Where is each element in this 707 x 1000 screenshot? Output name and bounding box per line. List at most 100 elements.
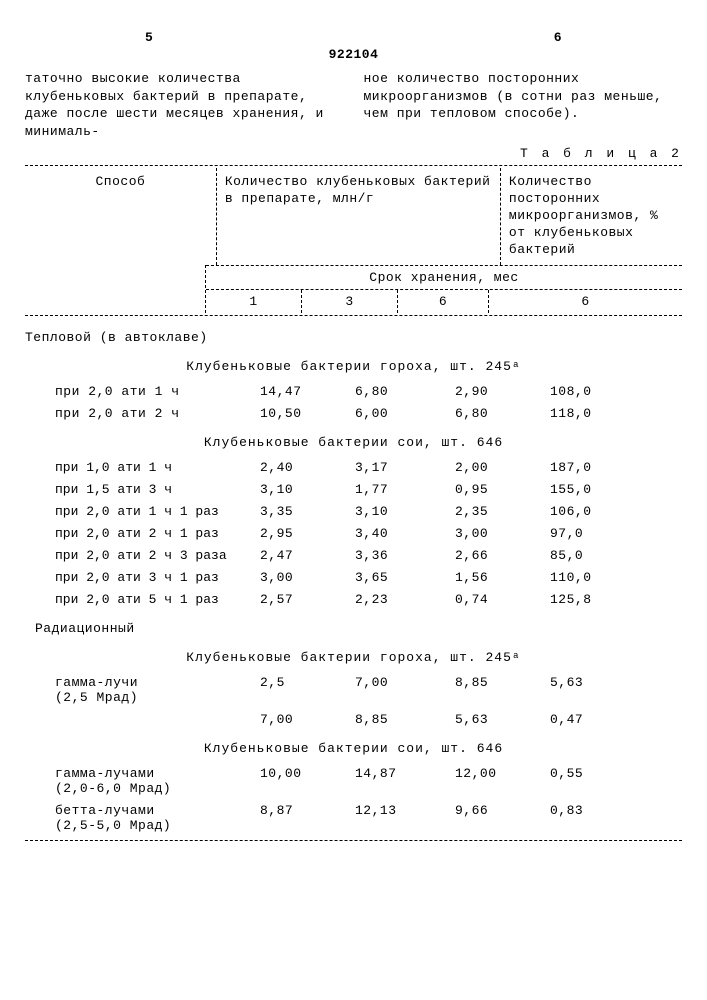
table-header-row: Способ Количество клубеньковых бактерий …: [25, 168, 682, 264]
cell: 3,40: [355, 526, 455, 541]
cell: 2,66: [455, 548, 550, 563]
cell: 3,65: [355, 570, 455, 585]
row-label: при 2,0 ати 3 ч 1 раз: [25, 570, 260, 585]
cell: 155,0: [550, 482, 650, 497]
cell: 3,17: [355, 460, 455, 475]
table-row: при 2,0 ати 2 ч10,506,006,80118,0: [25, 406, 682, 421]
month-3: 3: [301, 290, 397, 313]
months-row: 1 3 6 6: [206, 290, 682, 313]
header-storage: Срок хранения, мес: [206, 266, 682, 289]
cell: 8,87: [260, 803, 355, 833]
table-row: при 1,5 ати 3 ч3,101,770,95155,0: [25, 482, 682, 497]
cell: 3,00: [260, 570, 355, 585]
table-row: при 2,0 ати 1 ч14,476,802,90108,0: [25, 384, 682, 399]
cell: 6,80: [355, 384, 455, 399]
row-label: при 1,5 ати 3 ч: [25, 482, 260, 497]
cell: 5,63: [455, 712, 550, 727]
row-label: бетта-лучами (2,5-5,0 Мрад): [25, 803, 260, 833]
cell: 0,55: [550, 766, 650, 796]
cell: 1,77: [355, 482, 455, 497]
cell: 0,83: [550, 803, 650, 833]
cell: 10,00: [260, 766, 355, 796]
intro-left: таточно высокие количества клубеньковых …: [25, 70, 344, 140]
header-count: Количество клубеньковых бактерий в препа…: [216, 168, 500, 264]
cell: 97,0: [550, 526, 650, 541]
cell: 2,47: [260, 548, 355, 563]
row-label: при 2,0 ати 5 ч 1 раз: [25, 592, 260, 607]
cell: 108,0: [550, 384, 650, 399]
table-row: при 2,0 ати 2 ч 3 раза2,473,362,6685,0: [25, 548, 682, 563]
strain-pea-rad: Клубеньковые бактерии гороха, шт. 245ᵃ: [25, 650, 682, 665]
table-row: при 2,0 ати 2 ч 1 раз2,953,403,0097,0: [25, 526, 682, 541]
row-label: при 2,0 ати 1 ч: [25, 384, 260, 399]
cell: 118,0: [550, 406, 650, 421]
table-row: при 2,0 ати 3 ч 1 раз3,003,651,56110,0: [25, 570, 682, 585]
table-row: при 2,0 ати 1 ч 1 раз3,353,102,35106,0: [25, 504, 682, 519]
header-foreign: Количество посторонних микроорганизмов, …: [500, 168, 682, 264]
page-num-right: 6: [554, 30, 562, 45]
cell: 8,85: [355, 712, 455, 727]
table-row: при 1,0 ати 1 ч2,403,172,00187,0: [25, 460, 682, 475]
row-label: гамма-лучами (2,0-6,0 Мрад): [25, 766, 260, 796]
row-label: при 2,0 ати 1 ч 1 раз: [25, 504, 260, 519]
cell: 9,66: [455, 803, 550, 833]
table-subheader-row: Срок хранения, мес 1 3 6 6: [25, 265, 682, 313]
cell: 106,0: [550, 504, 650, 519]
page-numbers: 5 6: [145, 30, 562, 45]
cell: 5,63: [550, 675, 650, 705]
cell: 85,0: [550, 548, 650, 563]
table-row: 7,008,855,630,47: [25, 712, 682, 727]
cell: 7,00: [355, 675, 455, 705]
cell: 3,35: [260, 504, 355, 519]
cell: 0,95: [455, 482, 550, 497]
strain-soy: Клубеньковые бактерии сои, шт. 646: [25, 435, 682, 450]
cell: 110,0: [550, 570, 650, 585]
row-label: при 2,0 ати 2 ч: [25, 406, 260, 421]
cell: 8,85: [455, 675, 550, 705]
row-label: при 2,0 ати 2 ч 1 раз: [25, 526, 260, 541]
cell: 14,87: [355, 766, 455, 796]
row-label: гамма-лучи (2,5 Мрад): [25, 675, 260, 705]
cell: 6,00: [355, 406, 455, 421]
month-6a: 6: [397, 290, 488, 313]
cell: 2,90: [455, 384, 550, 399]
strain-pea: Клубеньковые бактерии гороха, шт. 245ᵃ: [25, 359, 682, 374]
cell: 14,47: [260, 384, 355, 399]
divider: [25, 315, 682, 316]
section-thermal: Тепловой (в автоклаве): [25, 330, 682, 345]
page-num-left: 5: [145, 30, 153, 45]
row-label: при 2,0 ати 2 ч 3 раза: [25, 548, 260, 563]
cell: 1,56: [455, 570, 550, 585]
cell: 2,35: [455, 504, 550, 519]
table-caption: Т а б л и ц а 2: [25, 146, 682, 161]
cell: 0,74: [455, 592, 550, 607]
cell: 2,23: [355, 592, 455, 607]
month-6b: 6: [488, 290, 682, 313]
table-row: гамма-лучи (2,5 Мрад)2,57,008,855,63: [25, 675, 682, 705]
row-label: [25, 712, 260, 727]
cell: 3,36: [355, 548, 455, 563]
cell: 3,10: [355, 504, 455, 519]
table-row: при 2,0 ати 5 ч 1 раз2,572,230,74125,8: [25, 592, 682, 607]
cell: 2,95: [260, 526, 355, 541]
table-row: бетта-лучами (2,5-5,0 Мрад)8,8712,139,66…: [25, 803, 682, 833]
cell: 2,00: [455, 460, 550, 475]
cell: 0,47: [550, 712, 650, 727]
divider: [25, 840, 682, 841]
table-row: гамма-лучами (2,0-6,0 Мрад)10,0014,8712,…: [25, 766, 682, 796]
cell: 3,00: [455, 526, 550, 541]
intro-text: таточно высокие количества клубеньковых …: [25, 70, 682, 140]
cell: 6,80: [455, 406, 550, 421]
cell: 2,40: [260, 460, 355, 475]
cell: 125,8: [550, 592, 650, 607]
header-method: Способ: [25, 168, 216, 264]
cell: 12,00: [455, 766, 550, 796]
divider: [25, 165, 682, 166]
cell: 12,13: [355, 803, 455, 833]
cell: 187,0: [550, 460, 650, 475]
document-id: 922104: [25, 47, 682, 62]
cell: 3,10: [260, 482, 355, 497]
intro-right: ное количество посторонних микроорганизм…: [364, 70, 683, 140]
section-radiation: Радиационный: [35, 621, 682, 636]
cell: 2,57: [260, 592, 355, 607]
